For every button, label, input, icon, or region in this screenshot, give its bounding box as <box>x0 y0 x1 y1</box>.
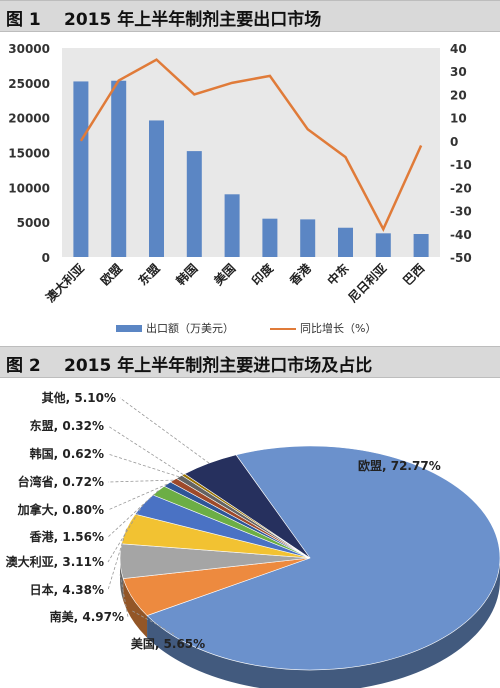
pie-label: 欧盟, 72.77% <box>358 458 441 473</box>
pie-leader-line <box>107 425 184 475</box>
left-axis-tick-label: 15000 <box>8 147 50 161</box>
pie-leader-line <box>119 397 210 464</box>
bar <box>186 151 202 257</box>
pie-leader-line <box>107 490 159 538</box>
left-axis-tick-label: 20000 <box>8 112 50 126</box>
category-label: 香港 <box>286 260 315 289</box>
legend-bar-label: 出口额（万美元） <box>146 321 234 335</box>
bar-line-chart: 0 5000 10000 15000 20000 25000 30000 40 30 20 10 0 -… <box>8 42 472 335</box>
right-axis-tick-label: 30 <box>450 65 467 79</box>
category-label: 韩国 <box>173 261 201 289</box>
figure-1-title-bar: 图 1 2015 年上半年制剂主要出口市场 <box>0 0 500 32</box>
category-label: 美国 <box>211 261 239 289</box>
pie-label: 香港, 1.56% <box>29 529 104 544</box>
right-axis-tick-label: 0 <box>450 135 458 149</box>
figure-1-title: 2015 年上半年制剂主要出口市场 <box>64 10 322 30</box>
bar <box>300 219 316 257</box>
right-axis-tick-label: -30 <box>450 205 472 219</box>
category-label: 东盟 <box>135 261 163 289</box>
pie-label: 加拿大, 0.80% <box>17 502 104 517</box>
left-axis-tick-label: 0 <box>42 251 50 265</box>
bar <box>413 234 429 257</box>
pie-label: 美国, 5.65% <box>131 636 205 651</box>
category-label: 巴西 <box>400 261 427 288</box>
bar <box>262 218 278 257</box>
pie-label: 澳大利亚, 3.11% <box>6 554 104 569</box>
pie-leader-line <box>107 504 144 563</box>
bar <box>111 80 127 257</box>
category-label: 澳大利亚 <box>42 261 87 306</box>
left-axis-tick-label: 30000 <box>8 42 50 56</box>
pie-leader-line <box>119 574 129 618</box>
bar <box>73 81 89 257</box>
category-label: 印度 <box>248 260 276 288</box>
bar <box>149 120 164 257</box>
left-axis-tick-label: 25000 <box>8 77 50 91</box>
pie-chart: 欧盟, 72.77% 美国, 5.65% 南美, 4.97% 日本, 4.38% 澳大利… <box>6 390 500 688</box>
left-axis-tick-label: 10000 <box>8 181 50 195</box>
pie-label: 台湾省, 0.72% <box>18 474 104 489</box>
bar <box>338 227 353 257</box>
pie-leader-line <box>107 528 128 591</box>
figure-2-title: 2015 年上半年制剂主要进口市场及占比 <box>64 356 373 376</box>
pie-leader-line <box>132 610 175 635</box>
category-label: 欧盟 <box>97 261 125 289</box>
right-axis-tick-label: -20 <box>450 181 472 195</box>
legend-bar-swatch <box>116 325 142 332</box>
right-axis-tick-label: -10 <box>450 158 472 172</box>
bar <box>375 233 391 257</box>
category-label: 尼日利亚 <box>345 261 390 306</box>
figure-1-label: 图 1 <box>6 10 41 30</box>
right-axis-tick-label: -40 <box>450 228 472 242</box>
pie-label: 南美, 4.97% <box>50 609 124 624</box>
category-label: 中东 <box>324 261 352 289</box>
right-axis-tick-label: 40 <box>450 42 467 56</box>
pie-slice <box>146 445 500 671</box>
right-axis-tick-label: -50 <box>450 251 472 265</box>
figure-2-title-bar: 图 2 2015 年上半年制剂主要进口市场及占比 <box>0 346 500 378</box>
pie-leader-line <box>107 483 168 511</box>
pie-label: 其他, 5.10% <box>42 390 116 405</box>
pie-label: 韩国, 0.62% <box>30 446 104 461</box>
pie-slice <box>184 454 311 559</box>
pie-slice-side <box>123 578 148 638</box>
left-axis-tick-label: 5000 <box>17 216 50 230</box>
pie-label: 日本, 4.38% <box>30 582 104 597</box>
legend-line-label: 同比增长（%） <box>300 321 376 335</box>
pie-leader-line <box>107 453 180 478</box>
right-axis-tick-label: 20 <box>450 88 467 102</box>
pie-leader-line <box>107 479 174 483</box>
pie-slice-side <box>147 558 500 688</box>
right-axis-tick-label: 10 <box>450 112 467 126</box>
figure-2-label: 图 2 <box>6 356 41 376</box>
pie-label: 东盟, 0.32% <box>30 418 104 433</box>
bar <box>224 194 240 257</box>
growth-line <box>79 58 423 232</box>
